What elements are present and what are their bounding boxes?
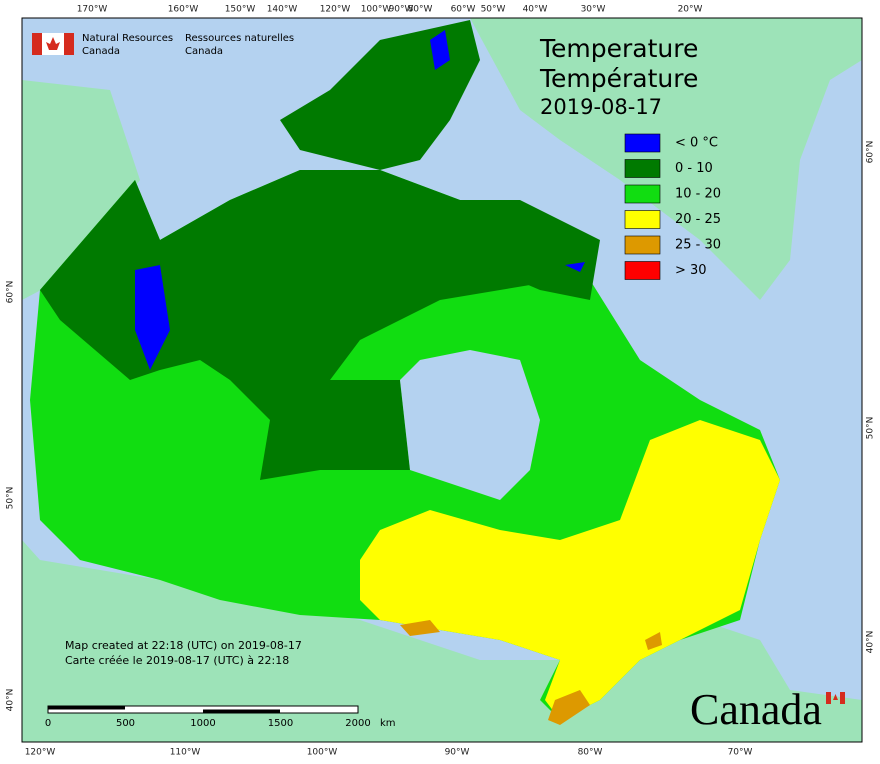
legend-label: 10 - 20 <box>675 187 721 202</box>
flag <box>32 33 74 55</box>
graticule-label: 80°W <box>578 748 603 758</box>
graticule-label: 120°W <box>320 5 351 15</box>
agency-en: Canada <box>82 46 120 57</box>
graticule-label: 160°W <box>168 5 199 15</box>
graticule-label: 110°W <box>170 748 201 758</box>
map-frame <box>21 17 863 743</box>
graticule-label: 50°W <box>481 5 506 15</box>
graticule-label: 80°W <box>408 5 433 15</box>
scale-label: 2000 <box>345 718 370 729</box>
graticule-label: 60°W <box>451 5 476 15</box>
graticule-label: 40°N <box>6 689 16 712</box>
graticule-label: 100°W <box>361 5 392 15</box>
graticule-label: 170°W <box>77 5 108 15</box>
legend-swatch <box>624 133 661 153</box>
legend-label: 25 - 30 <box>675 238 721 253</box>
graticule-label: 140°W <box>267 5 298 15</box>
agency-fr: Ressources naturelles <box>185 33 294 44</box>
agency-fr: Canada <box>185 46 223 57</box>
scale-unit: km <box>380 718 396 729</box>
agency-en: Natural Resources <box>82 33 173 44</box>
graticule-label: 120°W <box>25 748 56 758</box>
scale-label: 500 <box>116 718 135 729</box>
scale-label: 1500 <box>268 718 293 729</box>
graticule-label: 50°N <box>866 417 876 440</box>
legend-label: > 30 <box>675 263 707 278</box>
graticule-label: 150°W <box>225 5 256 15</box>
wordmark: Canada <box>690 685 822 734</box>
graticule-label: 60°N <box>866 141 876 164</box>
scale-bar <box>47 705 359 714</box>
legend-swatch <box>624 261 661 280</box>
legend-swatch <box>624 210 661 229</box>
legend-swatch <box>624 184 661 204</box>
scale-label: 0 <box>45 718 51 729</box>
title-date: 2019-08-17 <box>540 95 662 119</box>
legend-swatch <box>624 235 661 255</box>
graticule-label: 90°W <box>389 5 414 15</box>
legend-swatch <box>624 159 661 178</box>
title-fr: Température <box>539 64 698 93</box>
graticule-label: 20°W <box>678 5 703 15</box>
footer-note: Map created at 22:18 (UTC) on 2019-08-17 <box>65 639 302 652</box>
wordmark-flag <box>826 692 845 704</box>
legend-label: < 0 °C <box>675 136 718 151</box>
graticule-label: 30°W <box>581 5 606 15</box>
footer-note: Carte créée le 2019-08-17 (UTC) à 22:18 <box>65 654 289 667</box>
graticule-label: 40°W <box>523 5 548 15</box>
legend-label: 20 - 25 <box>675 212 721 227</box>
scale-label: 1000 <box>190 718 215 729</box>
legend-label: 0 - 10 <box>675 161 713 176</box>
graticule-label: 60°N <box>6 281 16 304</box>
title-en: Temperature <box>539 34 698 63</box>
graticule-label: 100°W <box>307 748 338 758</box>
graticule-label: 40°N <box>866 631 876 654</box>
graticule-label: 50°N <box>6 487 16 510</box>
graticule-label: 90°W <box>445 748 470 758</box>
graticule-label: 70°W <box>728 748 753 758</box>
